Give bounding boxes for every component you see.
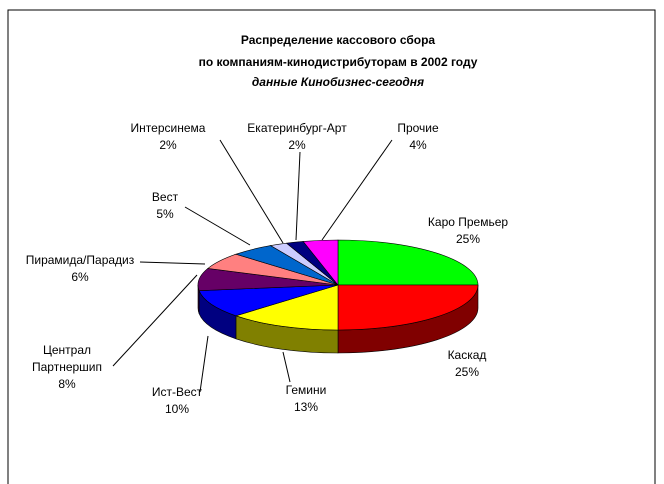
leader-line xyxy=(112,274,198,367)
category-label: Каскад xyxy=(447,348,487,362)
leader-line xyxy=(219,139,284,244)
leader-line xyxy=(184,206,251,246)
chart-title: Распределение кассового сбора xyxy=(241,33,436,47)
slice xyxy=(337,239,479,286)
value-label: 25% xyxy=(455,232,481,246)
data-label: Гемини 13% xyxy=(236,382,376,416)
category-label: Ист-Вест xyxy=(151,385,203,399)
slice xyxy=(234,284,339,331)
slice xyxy=(337,284,479,331)
leader-line xyxy=(295,151,301,241)
slice xyxy=(198,284,339,317)
data-label: Екатеринбург-Арт 2% xyxy=(227,120,367,154)
leader-line xyxy=(321,139,393,241)
data-label: Централ Партнершип 8% xyxy=(27,342,107,393)
value-label: 8% xyxy=(58,377,76,391)
value-label: 10% xyxy=(164,402,190,416)
data-label: Прочие 4% xyxy=(348,120,488,154)
slice xyxy=(302,239,339,286)
data-label: Пирамида/Парадиз 6% xyxy=(5,252,155,286)
category-label: Интерсинема xyxy=(130,121,206,135)
value-label: 2% xyxy=(159,138,177,152)
category-label: Екатеринбург-Арт xyxy=(247,121,347,135)
value-label: 6% xyxy=(71,270,89,284)
leader-line xyxy=(199,335,209,393)
data-label: Вест 5% xyxy=(95,189,235,223)
category-label: Вест xyxy=(151,190,179,204)
value-label: 25% xyxy=(454,365,480,379)
chart-title: по компаниям-кинодистрибуторам в 2002 го… xyxy=(199,55,478,69)
chart-subtitle: данные Кинобизнес-сегодня xyxy=(252,75,424,89)
data-label: Интерсинема 2% xyxy=(98,120,238,154)
category-label: Гемини xyxy=(285,383,327,397)
value-label: 2% xyxy=(288,138,306,152)
leader-line xyxy=(139,261,206,265)
value-label: 4% xyxy=(409,138,427,152)
category-label: Пирамида/Парадиз xyxy=(25,253,135,267)
category-label: Прочие xyxy=(397,121,439,135)
chart-frame xyxy=(7,9,656,484)
value-label: 5% xyxy=(156,207,174,221)
data-label: Каскад 25% xyxy=(397,347,537,381)
leader-line xyxy=(282,351,291,383)
value-label: 13% xyxy=(293,400,319,414)
data-label: Ист-Вест 10% xyxy=(107,384,247,418)
data-label: Каро Премьер 25% xyxy=(398,214,538,248)
category-label: Каро Премьер xyxy=(427,215,509,229)
category-label: Централ Партнершип xyxy=(31,343,102,374)
